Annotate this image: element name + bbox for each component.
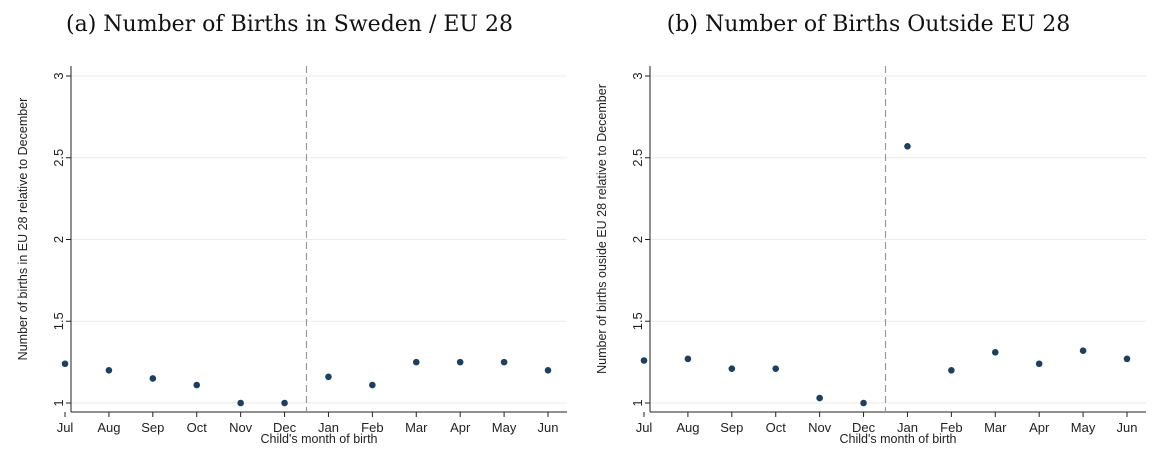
y-tick-label: 3 [51,72,66,79]
x-tick-label: Mar [984,420,1007,435]
x-tick-label: Jun [1117,420,1138,435]
y-tick-label: 1 [630,399,645,406]
y-tick-label: 2 [51,236,66,243]
x-axis-label: Child's month of birth [839,432,956,446]
y-tick-label: 2 [630,236,645,243]
data-point [1079,347,1087,354]
data-point [500,358,508,366]
x-tick-label: May [1071,420,1096,435]
x-tick-label: Mar [405,420,428,435]
data-point [816,394,823,402]
y-tick-label: 2.5 [630,149,645,167]
y-tick-label: 1.5 [630,312,645,330]
y-tick-label: 2.5 [51,149,66,167]
data-point [193,381,201,389]
scatter-chart-b: 1 1.5 2 2.5 3 Jul Aug Sep Oct Nov Dec Jan Feb Mar Apr M… [595,66,1146,446]
x-tick-label: Jun [538,420,559,435]
data-point [105,367,113,374]
data-point [991,349,999,356]
data-point [728,365,736,372]
x-tick-label: Feb [940,420,962,435]
x-tick-label: Apr [450,420,471,435]
data-point [412,358,420,366]
x-tick-label: Jul [636,420,653,435]
x-tick-label: Dec [273,420,297,435]
chart-panel-a: (a) Number of Births in Sweden / EU 28 1… [16,12,567,446]
data-point [281,399,288,407]
y-tick-label: 1.5 [51,312,66,330]
x-tick-label: Feb [361,420,383,435]
x-tick-label: Aug [97,420,120,435]
data-point [544,367,552,374]
data-point [237,399,244,407]
y-axis-label: Number of births ouside EU 28 relative t… [595,84,609,374]
x-tick-label: Aug [676,420,699,435]
chart-panel-b: (b) Number of Births Outside EU 28 1 1.5 2… [579,0,1158,455]
data-point [1035,360,1043,368]
data-point [369,381,376,389]
x-tick-label: Jan [318,420,339,435]
data-point [61,360,69,368]
y-axis-label: Number of births in EU 28 relative to De… [16,98,30,361]
y-tick-label: 3 [630,72,645,79]
x-tick-label: Sep [141,420,164,435]
data-point [772,365,780,372]
data-point [149,375,157,382]
scatter-chart-a: 1 1.5 2 2.5 3 Jul Aug Sep Oct Nov Dec Jan Feb Mar Apr M… [16,66,567,446]
data-point [640,357,648,364]
data-point [1123,355,1131,363]
x-axis-label: Child's month of birth [260,432,377,446]
x-tick-label: Oct [187,420,208,435]
data-point [948,367,955,374]
data-point [860,399,867,407]
x-tick-label: Sep [720,420,743,435]
y-tick-label: 1 [51,399,66,406]
x-tick-label: Dec [852,420,876,435]
x-tick-label: Apr [1029,420,1050,435]
data-point [456,358,464,366]
x-tick-label: Jul [57,420,74,435]
x-tick-label: May [492,420,517,435]
data-point [684,355,692,363]
data-point [904,143,911,150]
chart-title: (b) Number of Births Outside EU 28 [666,12,1071,37]
x-tick-label: Jan [897,420,918,435]
x-tick-label: Nov [229,420,253,435]
data-point [325,373,332,381]
x-tick-label: Oct [766,420,787,435]
chart-title: (a) Number of Births in Sweden / EU 28 [66,12,513,37]
x-tick-label: Nov [808,420,832,435]
